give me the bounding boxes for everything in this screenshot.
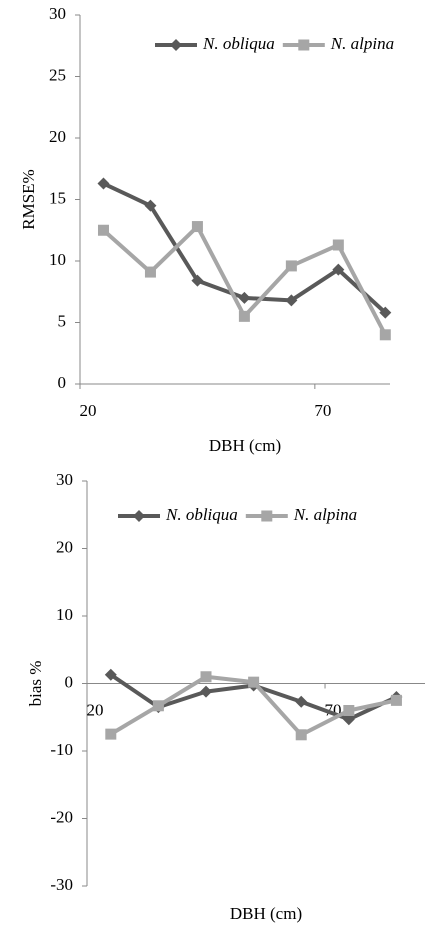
y-tick-label: 30	[49, 4, 66, 23]
legend-label: N. obliqua	[202, 34, 275, 53]
marker	[238, 291, 251, 304]
x-tick-label: 20	[80, 401, 97, 420]
y-tick-label: 10	[49, 250, 66, 269]
marker	[97, 177, 110, 190]
y-tick-label: 0	[65, 672, 74, 691]
y-tick-label: 20	[49, 127, 66, 146]
marker	[295, 729, 307, 741]
marker	[105, 728, 117, 740]
marker	[285, 260, 297, 272]
y-tick-label: 10	[56, 605, 73, 624]
marker	[191, 221, 203, 233]
x-tick-label: 70	[314, 401, 331, 420]
y-tick-label: -30	[50, 875, 73, 894]
y-tick-label: -20	[50, 807, 73, 826]
y-axis-label: RMSE%	[19, 169, 38, 229]
x-tick-label: 20	[87, 700, 104, 719]
marker	[144, 199, 157, 212]
y-tick-label: 25	[49, 65, 66, 84]
marker	[379, 306, 392, 319]
marker	[379, 329, 391, 341]
marker	[238, 310, 250, 322]
marker	[191, 274, 204, 287]
marker	[332, 239, 344, 251]
marker	[285, 294, 298, 307]
y-axis-label: bias %	[26, 661, 45, 707]
marker	[295, 695, 308, 708]
marker	[390, 694, 402, 706]
marker	[97, 224, 109, 236]
marker	[343, 705, 355, 716]
marker	[144, 266, 156, 278]
marker	[332, 263, 345, 276]
marker	[104, 668, 117, 681]
x-axis-label: DBH (cm)	[230, 904, 302, 923]
marker	[170, 39, 182, 51]
y-tick-label: 30	[56, 470, 73, 489]
marker	[200, 685, 213, 698]
x-axis-label: DBH (cm)	[209, 436, 281, 455]
y-tick-label: -10	[50, 740, 73, 759]
marker	[133, 510, 145, 522]
y-tick-label: 15	[49, 188, 66, 207]
marker	[261, 510, 273, 522]
y-tick-label: 20	[56, 537, 73, 556]
marker	[200, 671, 212, 683]
y-tick-label: 0	[58, 373, 67, 392]
marker	[152, 700, 164, 712]
marker	[342, 713, 355, 726]
legend-label: N. alpina	[293, 505, 357, 524]
marker	[248, 676, 260, 688]
legend-label: N. obliqua	[165, 505, 238, 524]
legend-label: N. alpina	[330, 34, 394, 53]
y-tick-label: 5	[58, 311, 67, 330]
marker	[298, 39, 310, 51]
